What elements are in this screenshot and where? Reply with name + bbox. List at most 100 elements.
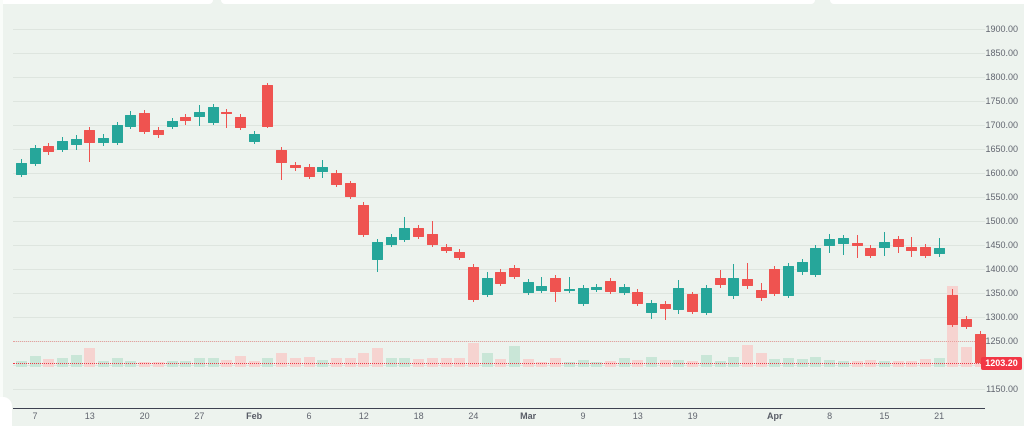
volume-bar [783,358,794,367]
volume-bar [262,358,274,367]
time-axis-label: 12 [358,411,369,421]
candle-up [536,285,548,292]
volume-bar [467,342,479,367]
card-edge-top-right [830,0,1024,4]
volume-bar [646,357,657,367]
candle-down [947,294,959,326]
volume-bar [166,361,178,367]
candle-down [303,167,315,177]
candle-up [56,140,68,150]
candle-up [111,125,123,144]
candle-down [262,85,274,127]
price-axis-label: 1300.00 [985,311,1018,322]
candle-down [413,228,425,237]
candle-down [892,239,904,247]
card-edge-top-left [0,0,213,4]
volume-bar [933,358,945,367]
alert-level [13,340,983,342]
candle-up [372,242,383,260]
candle-up [317,167,329,172]
candle-down [714,278,726,285]
current-price-badge: 1203.20 [981,357,1022,370]
price-axis-label: 1600.00 [985,167,1018,178]
candle-wick-down [431,221,433,247]
candle-up [15,162,27,175]
candle-down [467,267,479,301]
candle-down [84,129,96,144]
volume-bar [70,354,82,368]
h-gridline [13,53,985,54]
candle-up [563,289,575,292]
volume-bar [193,358,205,367]
last-price-line [13,363,983,364]
candle-down [235,116,246,128]
volume-bar [495,358,507,367]
volume-bar [591,362,603,367]
volume-bar [289,358,301,367]
candle-wick-up [842,234,844,256]
volume-bar [358,353,370,367]
volume-bar [43,358,55,367]
price-axis-label: 1450.00 [985,239,1018,250]
volume-bar [961,346,973,368]
candle-down [344,183,356,197]
time-axis-label: 20 [139,411,150,421]
volume-bar [125,361,137,367]
time-axis-label: 7 [32,411,38,421]
candle-wick-up [568,277,570,293]
candle-up [29,148,41,164]
volume-bar [303,357,315,367]
volume-bar [796,358,808,367]
candle-wick-up [938,237,940,257]
candle-up [933,247,945,255]
volume-bar [330,358,342,367]
card-corner-bottom-left [0,397,12,426]
candle-up [207,107,219,123]
candle-down [755,290,767,298]
candle-wick-down [281,147,283,181]
volume-bar [372,348,383,367]
candle-wick-down [89,126,91,162]
candle-down [865,247,877,257]
candle-down [43,146,55,152]
candle-down [276,150,288,163]
volume-bar [728,357,740,367]
h-gridline [13,389,985,390]
h-gridline [13,341,985,342]
volume-bar [344,358,356,367]
h-gridline [13,317,985,318]
candle-down [741,279,753,286]
candle-up [837,237,849,244]
h-gridline [13,173,985,174]
time-axis-line [13,408,985,409]
volume-bar [906,361,918,367]
volume-bar [687,361,699,367]
time-axis-label: 19 [687,411,698,421]
volume-bar [536,362,548,367]
candle-wick-up [541,277,543,293]
price-axis-label: 1150.00 [986,383,1018,394]
candle-up [522,282,534,293]
volume-bar [769,358,781,367]
time-axis-label: 18 [413,411,424,421]
candle-up [824,239,836,246]
volume-bar [481,353,493,367]
volume-bar [180,361,192,367]
candle-down [769,269,781,294]
volume-bar [56,358,68,367]
price-axis-label: 1650.00 [985,143,1018,154]
candle-down [961,318,973,328]
volume-bar [248,361,260,367]
candle-down [139,113,151,133]
price-axis-label: 1750.00 [985,95,1018,106]
candle-up [783,266,794,296]
candle-down [550,278,562,292]
h-gridline [13,101,985,102]
volume-bar [276,353,288,367]
volume-bar [810,357,822,367]
volume-bar [152,362,164,367]
volume-bar [385,358,397,367]
candle-up [193,112,205,117]
volume-bar [550,358,562,367]
